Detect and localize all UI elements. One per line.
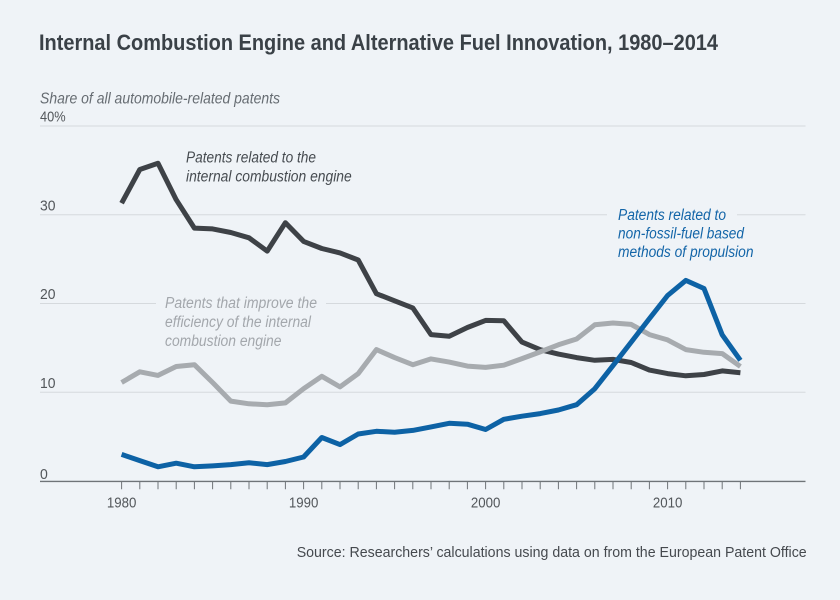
- svg-text:Internal Combustion Engine and: Internal Combustion Engine and Alternati…: [39, 30, 719, 55]
- svg-text:combustion engine: combustion engine: [165, 333, 282, 350]
- svg-text:2000: 2000: [471, 495, 501, 512]
- svg-text:Share of all automobile-relate: Share of all automobile-related patents: [40, 91, 280, 108]
- svg-text:non-fossil-fuel based: non-fossil-fuel based: [618, 226, 745, 243]
- svg-text:methods of propulsion: methods of propulsion: [618, 244, 754, 261]
- svg-text:Patents related to: Patents related to: [618, 207, 726, 224]
- svg-text:efficiency of the internal: efficiency of the internal: [165, 314, 311, 331]
- svg-text:30: 30: [40, 197, 56, 214]
- svg-text:Source: Researchers’ calculati: Source: Researchers’ calculations using …: [297, 544, 807, 561]
- svg-text:1980: 1980: [107, 495, 137, 512]
- svg-text:20: 20: [40, 286, 56, 303]
- svg-text:Patents that improve the: Patents that improve the: [165, 295, 317, 312]
- svg-text:10: 10: [40, 375, 56, 392]
- svg-text:1990: 1990: [289, 495, 319, 512]
- svg-text:0: 0: [40, 466, 48, 483]
- svg-text:40%: 40%: [40, 109, 66, 126]
- svg-text:internal combustion engine: internal combustion engine: [186, 168, 352, 185]
- svg-text:Patents related to the: Patents related to the: [186, 150, 316, 167]
- svg-text:2010: 2010: [653, 495, 683, 512]
